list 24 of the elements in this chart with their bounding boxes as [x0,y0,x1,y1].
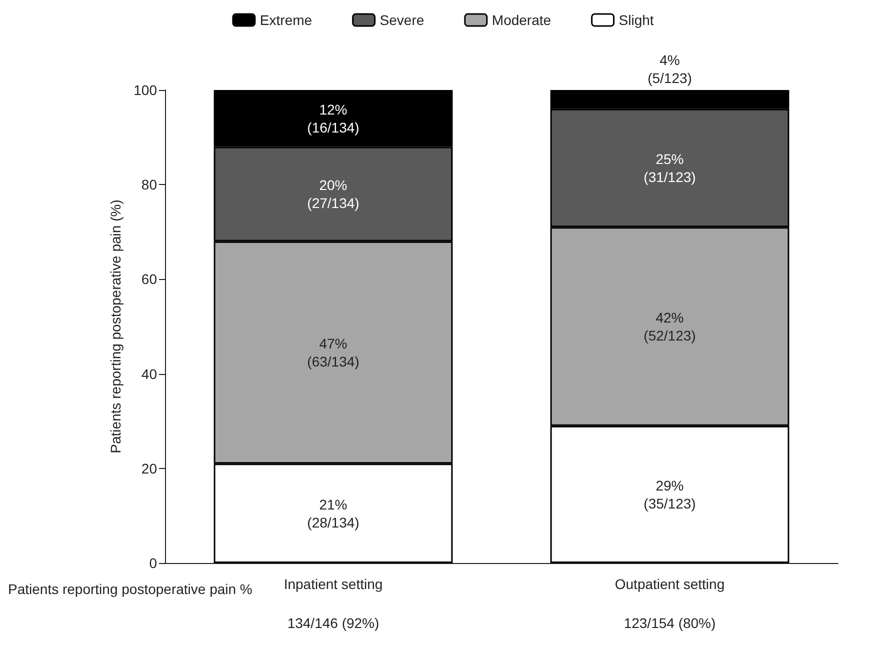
legend-label: Severe [380,12,424,28]
legend-label: Extreme [260,12,312,28]
text: 123/154 (80%) [624,615,716,631]
legend-label: Slight [618,12,654,28]
data-label: 4% (5/123) [648,52,692,86]
text: 134/146 (92%) [287,615,380,631]
data-label: 29% (35/123) [644,477,696,512]
y-tick-label: 40 [141,366,158,382]
text: Patients reporting postoperative pain % [8,581,252,597]
data-label: 25% (31/123) [644,151,696,186]
data-label: 42% (52/123) [644,310,696,344]
y-tick-label: 0 [149,555,158,571]
y-tick-label: 60 [141,271,158,288]
y-tick-label: 80 [141,176,158,193]
y-tick-label: 20 [141,460,158,476]
y-tick-label: 100 [134,82,158,98]
data-label: 12% (16/134) [307,101,360,136]
legend-label: Moderate [492,12,552,28]
data-label: 21% (28/134) [307,496,360,530]
data-label: 20% (27/134) [307,177,360,212]
x-tick-label: Outpatient setting [614,576,725,592]
x-tick-label: Inpatient setting [284,576,383,592]
data-label: 47% (63/134) [307,336,360,370]
y-axis-title: Patients reporting postoperative pain (%) [108,200,124,454]
